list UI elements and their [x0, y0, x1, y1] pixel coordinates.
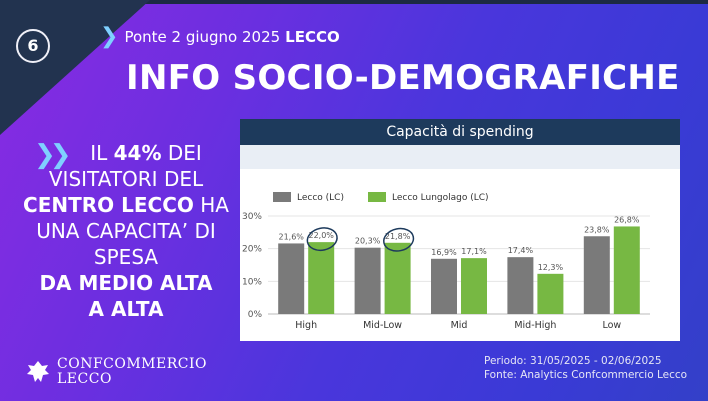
bar-lecco [507, 257, 534, 314]
x-tick-label: Mid-Low [363, 320, 402, 331]
bold-text: DA MEDIO ALTA [39, 271, 213, 295]
text-line-2: VISITATORI DEL [48, 167, 204, 191]
chart-panel: Capacità di spending 0% 10% 20% 30% Lecco (L… [240, 119, 680, 341]
data-label: 23,8% [584, 225, 610, 234]
bar-lungolago [308, 242, 335, 314]
data-label: 12,3% [538, 263, 564, 272]
highlight-circle [306, 227, 338, 252]
data-label: 17,1% [461, 247, 487, 256]
legend-swatch [273, 192, 291, 202]
bold-text: CENTRO LECCO [23, 193, 194, 217]
highlight-circle [383, 227, 415, 252]
bar-lecco [278, 243, 305, 314]
text-line-6: DA MEDIO ALTA [20, 270, 232, 296]
subheader: ❯ Ponte 2 giugno 2025 LECCO [100, 24, 340, 50]
text-line-5: SPESA [93, 245, 159, 269]
text-part: DEI [161, 141, 202, 165]
x-tick-label: Low [602, 320, 621, 331]
source-text: Fonte: Analytics Confcommercio Lecco [484, 369, 688, 381]
data-label: 26,8% [614, 215, 640, 224]
text-line-7: A ALTA [20, 296, 232, 322]
brand-line-1: CONFCOMMERCIO [57, 356, 207, 372]
text-line-3: CENTRO LECCO HA [20, 192, 232, 218]
legend-label: Lecco Lungolago (LC) [392, 193, 489, 203]
legend-swatch [368, 192, 386, 202]
data-label: 17,4% [508, 246, 534, 255]
page-title: INFO SOCIO-DEMOGRAFICHE [126, 58, 680, 98]
bar-chart: 0% 10% 20% 30% Lecco (LC) Lecco Lungolago (LC… [242, 192, 650, 331]
bar-lungolago [461, 258, 487, 314]
brand-logo: CONFCOMMERCIO LECCO [25, 357, 207, 387]
lion-icon [27, 361, 49, 382]
subheader-text: Ponte 2 giugno 2025 [124, 28, 281, 46]
period-text: Periodo: 31/05/2025 - 02/06/2025 [484, 355, 662, 367]
bar-lecco [583, 236, 610, 314]
x-tick-label: Mid-High [514, 320, 556, 331]
text-line-4: UNA CAPACITA’ DI [36, 219, 216, 243]
brand-line-2: LECCO [57, 371, 112, 387]
highlight-text: ❯❯ IL 44% DEI VISITATORI DEL CENTRO LECC… [20, 140, 232, 322]
legend-label: Lecco (LC) [297, 193, 344, 203]
x-tick-label: Mid [451, 320, 468, 331]
y-tick-label: 0% [248, 310, 263, 320]
data-label: 20,3% [355, 237, 381, 246]
bold-text: A ALTA [88, 297, 164, 321]
bar-lungolago [384, 242, 411, 314]
chart-band [240, 145, 680, 169]
x-tick-label: High [295, 320, 317, 331]
y-tick-label: 30% [242, 212, 262, 222]
y-tick-label: 20% [242, 245, 262, 255]
data-label: 22,0% [308, 231, 334, 240]
data-label: 21,8% [385, 232, 411, 241]
text-line-1: IL 44% DEI [20, 140, 232, 166]
data-label: 16,9% [431, 248, 457, 257]
text-part: IL [90, 141, 114, 165]
bar-lungolago [537, 273, 564, 314]
corner-triangle [0, 0, 150, 135]
data-label: 21,6% [278, 232, 304, 241]
slide-number-badge: 6 [16, 29, 50, 63]
bar-lungolago [613, 226, 640, 314]
bar-lecco [354, 247, 381, 314]
text-part: HA [193, 193, 229, 217]
bar-lecco [431, 258, 457, 314]
chevron-right-icon: ❯ [100, 24, 119, 49]
subheader-city: LECCO [285, 28, 340, 46]
chart-title: Capacità di spending [240, 119, 680, 145]
double-chevron-icon: ❯❯ [34, 140, 71, 170]
period-info: Periodo: 31/05/2025 - 02/06/2025 Fonte: … [484, 354, 687, 382]
top-bar [0, 0, 708, 4]
y-tick-label: 10% [242, 277, 262, 287]
percentage-highlight: 44% [113, 141, 162, 165]
